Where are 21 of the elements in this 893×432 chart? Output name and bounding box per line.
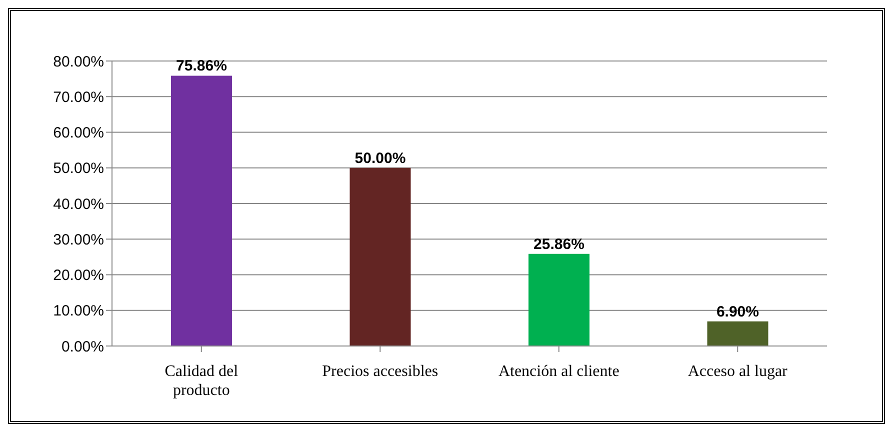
data-label: 6.90%	[716, 303, 759, 320]
bar	[528, 254, 589, 346]
x-tick-label: Calidad del producto	[164, 363, 238, 399]
x-tick-label: Atención al cliente	[498, 363, 619, 380]
x-tick-label: Precios accesibles	[322, 363, 438, 380]
data-label: 25.86%	[533, 236, 584, 253]
bar	[706, 321, 768, 346]
y-tick-label: 40.00%	[52, 196, 104, 213]
y-tick-label: 10.00%	[52, 302, 104, 320]
y-tick-label: 0.00%	[60, 338, 104, 356]
x-tick-label: Acceso al lugar	[687, 363, 788, 380]
y-tick-label: 70.00%	[52, 88, 104, 106]
bar	[170, 76, 232, 346]
y-tick-label: 60.00%	[52, 124, 104, 142]
bar	[349, 168, 410, 346]
y-tick-label: 80.00%	[52, 53, 104, 70]
data-label: 75.86%	[176, 58, 226, 75]
y-tick-label: 30.00%	[52, 231, 104, 248]
data-label: 50.00%	[354, 150, 406, 167]
y-tick-label: 50.00%	[52, 160, 104, 178]
y-tick-label: 20.00%	[52, 267, 104, 284]
